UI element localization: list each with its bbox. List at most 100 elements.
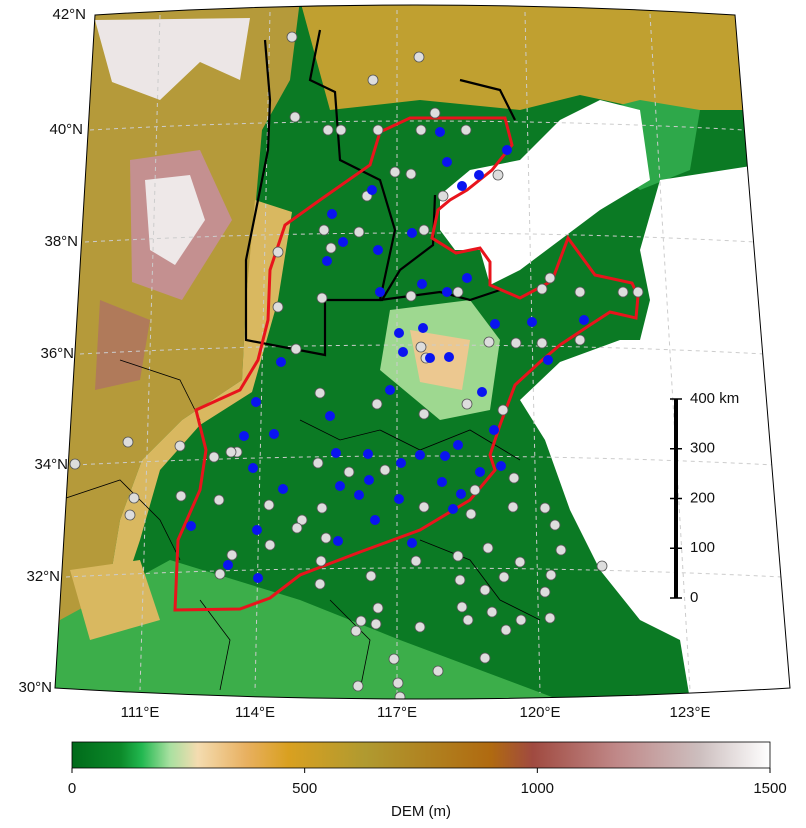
station-marker: [549, 519, 561, 531]
station-marker-highlight: [373, 245, 383, 255]
colorbar-tick-label: 500: [292, 780, 317, 797]
station-marker: [291, 522, 303, 534]
longitude-label: 120°E: [519, 704, 560, 721]
station-marker-highlight: [394, 328, 404, 338]
station-marker: [379, 464, 391, 476]
longitude-label: 123°E: [669, 704, 710, 721]
longitude-label: 111°E: [121, 704, 160, 721]
station-marker: [214, 568, 226, 580]
station-marker-highlight: [462, 273, 472, 283]
station-marker-highlight: [457, 181, 467, 191]
station-marker: [482, 542, 494, 554]
latitude-label: 40°N: [49, 121, 83, 138]
station-marker: [596, 560, 608, 572]
station-marker: [353, 226, 365, 238]
station-marker: [507, 501, 519, 513]
station-marker-highlight: [385, 385, 395, 395]
station-marker: [175, 490, 187, 502]
colorbar-label: DEM (m): [391, 803, 451, 820]
station-marker: [498, 571, 510, 583]
high-peaks: [145, 175, 205, 265]
station-marker: [389, 166, 401, 178]
no-data: [640, 160, 790, 345]
station-marker-highlight: [490, 319, 500, 329]
station-marker-highlight: [407, 228, 417, 238]
station-marker: [314, 387, 326, 399]
station-marker: [367, 74, 379, 86]
station-marker-highlight: [333, 536, 343, 546]
station-marker: [272, 246, 284, 258]
study-region-boundary: [173, 116, 640, 612]
scale-bar-label: 300: [690, 440, 715, 457]
station-marker-highlight: [398, 347, 408, 357]
station-marker-highlight: [253, 573, 263, 583]
station-marker: [555, 544, 567, 556]
station-marker: [515, 614, 527, 626]
station-marker-highlight: [417, 279, 427, 289]
station-marker-highlight: [496, 461, 506, 471]
station-marker-highlight: [269, 429, 279, 439]
station-marker: [312, 457, 324, 469]
colorbar: [71, 741, 771, 769]
station-marker: [574, 286, 586, 298]
station-marker-highlight: [415, 450, 425, 460]
scale-bar-label: 200: [690, 489, 715, 506]
station-marker-highlight: [475, 467, 485, 477]
station-marker: [69, 458, 81, 470]
latitude-label: 36°N: [40, 345, 74, 362]
scale-bar: 0 100 200 300 400 km: [670, 390, 739, 606]
station-marker: [432, 665, 444, 677]
station-marker: [318, 224, 330, 236]
station-marker: [497, 404, 509, 416]
station-marker: [456, 601, 468, 613]
station-marker: [226, 549, 238, 561]
station-marker: [429, 107, 441, 119]
station-marker: [264, 539, 276, 551]
station-marker: [415, 124, 427, 136]
station-marker-highlight: [579, 315, 589, 325]
station-marker: [418, 224, 430, 236]
yellow-sea: [520, 340, 790, 699]
station-marker-highlight: [440, 451, 450, 461]
station-marker: [394, 691, 406, 699]
station-marker-highlight: [425, 353, 435, 363]
terrain: [55, 5, 790, 699]
station-marker-highlight: [322, 256, 332, 266]
longitude-label: 117°E: [377, 704, 417, 721]
station-marker: [486, 606, 498, 618]
station-marker-highlight: [418, 323, 428, 333]
station-marker-highlight: [442, 157, 452, 167]
station-marker: [574, 334, 586, 346]
station-marker: [483, 336, 495, 348]
station-marker-highlight: [477, 387, 487, 397]
station-marker: [405, 290, 417, 302]
station-marker: [492, 169, 504, 181]
station-marker-highlight: [354, 490, 364, 500]
station-marker: [325, 242, 337, 254]
station-marker: [315, 555, 327, 567]
station-marker: [418, 501, 430, 513]
station-marker: [508, 472, 520, 484]
station-marker-highlight: [367, 185, 377, 195]
station-marker: [355, 615, 367, 627]
station-marker: [539, 586, 551, 598]
station-marker: [371, 398, 383, 410]
station-marker: [536, 337, 548, 349]
station-marker-highlight: [543, 355, 553, 365]
station-marker: [350, 625, 362, 637]
county-boundaries: [59, 359, 541, 691]
station-marker: [536, 283, 548, 295]
station-marker: [372, 602, 384, 614]
meridian: [139, 10, 691, 695]
station-marker: [418, 408, 430, 420]
station-marker-highlight: [435, 127, 445, 137]
station-marker: [128, 492, 140, 504]
station-marker-highlight: [502, 145, 512, 155]
scale-bar-label: 400 km: [690, 390, 739, 407]
station-marker: [452, 550, 464, 562]
station-marker: [174, 440, 186, 452]
station-marker: [296, 514, 308, 526]
station-marker-highlight: [394, 494, 404, 504]
station-marker-highlight: [251, 397, 261, 407]
